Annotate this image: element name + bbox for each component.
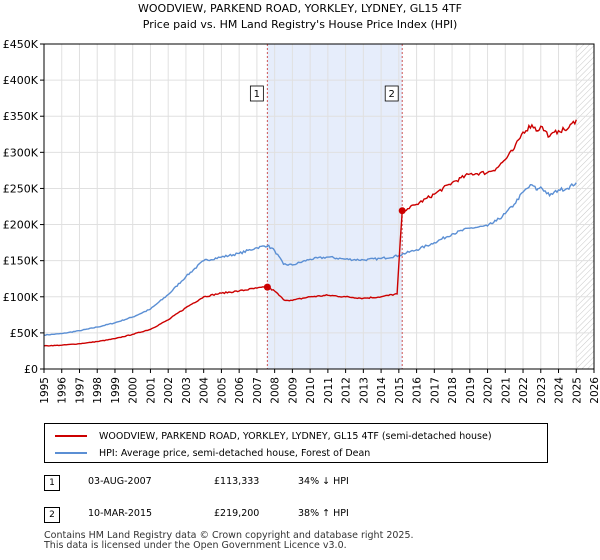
x-tick-label: 2008 [270,377,282,404]
x-tick-label: 2021 [500,377,512,404]
x-tick-label: 2020 [483,377,495,404]
legend-label-hpi: HPI: Average price, semi-detached house,… [99,447,371,459]
x-tick-label: 2002 [163,377,175,404]
x-tick-label: 1999 [110,377,122,404]
legend-label-property: WOODVIEW, PARKEND ROAD, YORKLEY, LYDNEY,… [99,430,492,442]
x-tick-label: 2003 [181,377,193,404]
plot-frame [43,43,595,370]
hpi-line [43,182,577,337]
sale-badge: 2 [44,507,60,523]
x-tick-label: 2011 [323,377,335,404]
x-tick-label: 2023 [536,377,548,404]
legend-swatch-hpi [55,452,87,454]
x-tick-label: 2000 [128,377,140,404]
x-tick-label: 2012 [341,377,353,404]
x-tick-label: 2014 [376,377,388,404]
x-tick-label: 1997 [74,377,86,404]
x-tick-label: 2013 [358,377,370,404]
y-tick-label: £200K [3,219,39,232]
y-tick-label: £150K [3,255,39,268]
price-chart: WOODVIEW, PARKEND ROAD, YORKLEY, LYDNEY,… [3,2,600,404]
sale-annotation-box [384,85,399,102]
y-tick-label: £0 [24,363,38,376]
sale-annotation-label: 2 [389,89,395,100]
sale-annotation-box [249,85,264,102]
x-tick-label: 2004 [199,377,211,404]
sale-date: 10-MAR-2015 [88,508,153,519]
shaded-ownership-period [267,44,403,369]
projection-hatch [576,44,594,369]
sale-badge: 1 [44,475,60,491]
x-tick-label: 2015 [394,377,406,404]
footer-line-2: This data is licensed under the Open Gov… [44,540,347,551]
x-tick-label: 2006 [234,377,246,404]
legend-swatch-property [55,435,87,437]
legend-item-property: WOODVIEW, PARKEND ROAD, YORKLEY, LYDNEY,… [55,428,492,444]
chart-title: WOODVIEW, PARKEND ROAD, YORKLEY, LYDNEY,… [138,2,462,15]
x-tick-label: 2018 [447,377,459,404]
sale-date: 03-AUG-2007 [88,476,152,487]
footer-attribution: Contains HM Land Registry data © Crown c… [44,531,414,551]
x-tick-label: 2005 [216,377,228,404]
sale-price: £219,200 [214,508,260,519]
sale-point [398,207,406,215]
property-price-line [43,119,577,347]
sale-hpi-diff: 34% ↓ HPI [298,476,349,487]
y-tick-label: £250K [3,182,39,195]
y-tick-label: £100K [3,291,39,304]
x-tick-label: 1996 [57,377,69,404]
footer-line-1: Contains HM Land Registry data © Crown c… [44,530,414,541]
y-tick-label: £300K [3,146,39,159]
x-tick-label: 2016 [412,377,424,404]
x-tick-label: 2007 [252,377,264,404]
chart-legend: WOODVIEW, PARKEND ROAD, YORKLEY, LYDNEY,… [44,423,548,463]
y-tick-label: £450K [3,38,39,51]
x-tick-label: 2017 [429,377,441,404]
y-tick-label: £50K [10,327,39,340]
chart-subtitle: Price paid vs. HM Land Registry's House … [143,18,458,31]
x-tick-label: 2001 [145,377,157,404]
x-tick-label: 2022 [518,377,530,404]
sale-annotation-label: 1 [254,89,260,100]
x-tick-label: 2009 [287,377,299,404]
x-tick-label: 2010 [305,377,317,404]
x-tick-label: 2026 [589,377,600,404]
y-tick-label: £400K [3,74,39,87]
legend-item-hpi: HPI: Average price, semi-detached house,… [55,445,370,461]
x-tick-label: 2025 [571,377,583,404]
sale-point [263,283,271,291]
x-tick-label: 1995 [39,377,51,404]
sale-price: £113,333 [214,476,260,487]
y-tick-label: £350K [3,110,39,123]
x-tick-label: 2024 [554,377,566,404]
sale-hpi-diff: 38% ↑ HPI [298,508,349,519]
x-tick-label: 2019 [465,377,477,404]
x-tick-label: 1998 [92,377,104,404]
